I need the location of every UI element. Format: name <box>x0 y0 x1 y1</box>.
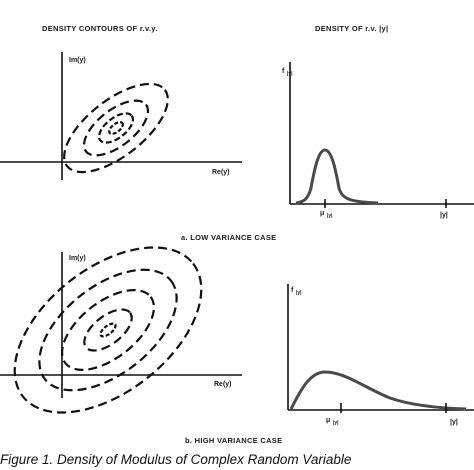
panel-b-im-label: Im(y) <box>69 255 86 262</box>
figure-caption: Figure 1. Density of Modulus of Complex … <box>0 452 351 467</box>
panel-a-contour-middle <box>82 99 150 157</box>
panel-b-contour-core <box>99 322 117 338</box>
panel-a-mu-sub: |y| <box>327 213 333 219</box>
panel-b-contour-plot: Im(y) Re(y) <box>0 246 242 414</box>
panel-b-re-label: Re(y) <box>214 381 232 388</box>
panel-a-contour-inner <box>97 112 135 144</box>
panel-a-re-label: Re(y) <box>212 169 230 176</box>
panel-b-caption: b. HIGH VARIANCE CASE <box>185 436 282 445</box>
panel-b-contour-third <box>38 268 178 392</box>
panel-a-contour-plot: Im(y) Re(y) <box>0 52 242 180</box>
panel-a-caption: a. LOW VARIANCE CASE <box>181 233 276 242</box>
panel-b-contour-second <box>60 288 156 372</box>
left-column-header: DENSITY CONTOURS OF r.v.y. <box>42 24 158 33</box>
panel-a-density-curve <box>295 148 379 205</box>
panel-b-density-plot: f |y| μ |y| |y| <box>287 284 474 426</box>
panel-a-mu-label: μ <box>320 210 324 217</box>
panel-b-x-label: |y| <box>450 419 458 426</box>
panel-b-density-curve <box>289 370 467 411</box>
panel-b-f-label: f <box>291 287 294 294</box>
panel-a-f-sub: |y| <box>287 71 293 77</box>
panel-a-density-plot: f |y| μ |y| |y| <box>282 62 474 219</box>
panel-a-x-label: |y| <box>440 212 448 219</box>
right-column-header: DENSITY OF r.v. |y| <box>315 24 388 33</box>
panel-a-contour-outer <box>63 82 169 174</box>
panel-b-mu-sub: |y| <box>333 420 339 426</box>
panel-a-im-label: Im(y) <box>69 57 86 64</box>
panel-b-f-sub: |y| <box>296 290 302 296</box>
panel-b-contour-outer <box>13 246 203 414</box>
panel-a-f-label: f <box>282 68 285 75</box>
panel-b-mu-label: μ <box>326 417 330 424</box>
panel-a-contour-core <box>108 121 124 135</box>
